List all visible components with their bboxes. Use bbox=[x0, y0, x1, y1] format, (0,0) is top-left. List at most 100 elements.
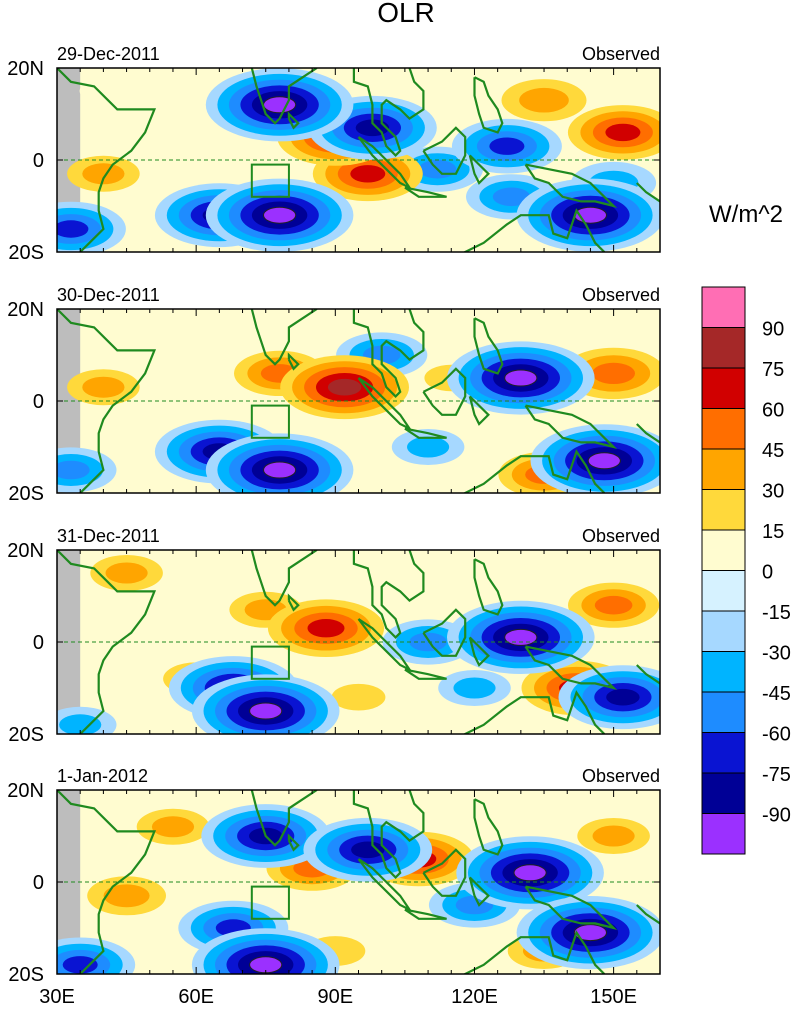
anomaly-contour bbox=[82, 163, 125, 185]
colorbar-level-label: -60 bbox=[762, 724, 791, 746]
anomaly-contour bbox=[151, 816, 195, 838]
coastline bbox=[422, 848, 467, 897]
anomaly-contour bbox=[350, 165, 386, 183]
coastline bbox=[404, 186, 447, 198]
coastline bbox=[228, 309, 231, 310]
coastline bbox=[473, 558, 504, 616]
colorbar-swatch bbox=[701, 651, 746, 693]
anomaly-contour bbox=[592, 362, 635, 384]
coastline bbox=[422, 608, 467, 657]
chart-title: OLR bbox=[377, 0, 435, 28]
map-panel: 29-Dec-2011 Observed 20N 0 20S bbox=[7, 44, 661, 264]
coastline bbox=[250, 68, 318, 125]
coastline bbox=[352, 309, 425, 398]
missing-data-region bbox=[57, 309, 81, 493]
anomaly-contour bbox=[606, 688, 640, 706]
anomaly-contour bbox=[263, 96, 297, 114]
x-tick-label: 120E bbox=[451, 986, 498, 1008]
map-panel: 1-Jan-2012 Observed 20N 0 20S bbox=[7, 766, 661, 986]
anomaly-contour bbox=[605, 123, 641, 142]
colorbar-level-label: 15 bbox=[762, 521, 784, 543]
anomaly-contour bbox=[519, 87, 569, 113]
colorbar-swatch bbox=[701, 286, 746, 328]
anomaly-contour bbox=[82, 376, 125, 398]
x-tick-label: 30E bbox=[39, 986, 75, 1008]
colorbar-swatch bbox=[701, 772, 746, 814]
anomaly-contour bbox=[573, 924, 608, 942]
colorbar-level-label: -15 bbox=[762, 602, 791, 624]
map-panels: 29-Dec-2011 Observed 20N 0 20S 30-Dec-2011 Obs… bbox=[7, 44, 661, 1008]
coastline bbox=[468, 876, 490, 907]
panel-date-label: 1-Jan-2012 bbox=[57, 766, 148, 786]
anomaly-contour bbox=[263, 206, 297, 224]
anomaly-field bbox=[57, 309, 660, 493]
colorbar-swatch bbox=[701, 813, 746, 855]
coastline bbox=[468, 395, 490, 426]
region-box bbox=[250, 645, 290, 680]
anomaly-contour bbox=[492, 187, 531, 207]
anomaly-contour bbox=[105, 562, 148, 584]
region-box bbox=[250, 404, 290, 439]
coastline bbox=[228, 790, 231, 791]
units-label: W/m^2 bbox=[709, 201, 783, 228]
region-box bbox=[250, 163, 290, 198]
colorbar-level-label: 60 bbox=[762, 400, 784, 422]
map-panel: 30-Dec-2011 Observed 20N 0 20S bbox=[7, 285, 661, 505]
coastline bbox=[57, 790, 157, 974]
y-tick-label: 20N bbox=[7, 780, 44, 802]
coastline bbox=[468, 154, 490, 185]
anomaly-contour bbox=[62, 956, 98, 974]
coastline bbox=[352, 68, 425, 157]
anomaly-contour bbox=[504, 369, 538, 387]
coastline bbox=[57, 550, 157, 734]
anomaly-contour bbox=[57, 220, 89, 238]
colorbar-swatch bbox=[701, 489, 746, 531]
coastline bbox=[468, 636, 490, 667]
colorbar-swatch bbox=[701, 408, 746, 450]
anomaly-field bbox=[57, 550, 660, 734]
coastline bbox=[462, 449, 606, 493]
colorbar-swatch bbox=[701, 610, 746, 652]
colorbar-level-label: -90 bbox=[762, 805, 791, 827]
panel-observed-label: Observed bbox=[582, 526, 660, 546]
y-tick-label: 0 bbox=[33, 150, 44, 172]
anomaly-contour bbox=[453, 677, 496, 699]
map-panel: 31-Dec-2011 Observed 20N 0 20S bbox=[7, 526, 661, 746]
coastline bbox=[473, 76, 504, 134]
coastline bbox=[636, 423, 660, 444]
colorbar-swatch bbox=[701, 732, 746, 774]
colorbar-swatch bbox=[701, 570, 746, 612]
panel-observed-label: Observed bbox=[582, 766, 660, 786]
colorbar-swatch bbox=[701, 448, 746, 490]
y-tick-label: 20S bbox=[8, 724, 44, 746]
y-tick-label: 20S bbox=[8, 964, 44, 986]
y-tick-label: 20S bbox=[8, 242, 44, 264]
colorbar-level-label: -75 bbox=[762, 764, 791, 786]
colorbar-swatch bbox=[701, 367, 746, 409]
colorbar: 90 75 60 45 30 15 0 -15 -30 -45 -60 -75 -90 bbox=[701, 286, 791, 855]
y-tick-label: 0 bbox=[33, 872, 44, 894]
anomaly-contour bbox=[592, 825, 635, 847]
coastline bbox=[287, 111, 300, 130]
coastline bbox=[287, 833, 300, 852]
x-tick-label: 150E bbox=[590, 986, 637, 1008]
coastline bbox=[462, 690, 606, 734]
coastline bbox=[524, 163, 618, 209]
anomaly-contour bbox=[587, 452, 621, 470]
coastline bbox=[250, 550, 318, 607]
coastline bbox=[636, 182, 660, 203]
coastline bbox=[524, 885, 618, 931]
region-box bbox=[250, 885, 290, 920]
anomaly-contour bbox=[351, 841, 385, 859]
anomaly-contour bbox=[307, 619, 345, 638]
y-tick-label: 20N bbox=[7, 540, 44, 562]
x-tick-label: 90E bbox=[318, 986, 354, 1008]
panel-observed-label: Observed bbox=[582, 285, 660, 305]
colorbar-level-label: -30 bbox=[762, 643, 791, 665]
missing-data-region bbox=[57, 550, 81, 734]
anomaly-contour bbox=[249, 702, 283, 720]
colorbar-swatch bbox=[701, 691, 746, 733]
coastline bbox=[524, 404, 618, 450]
anomaly-contour bbox=[504, 628, 538, 646]
